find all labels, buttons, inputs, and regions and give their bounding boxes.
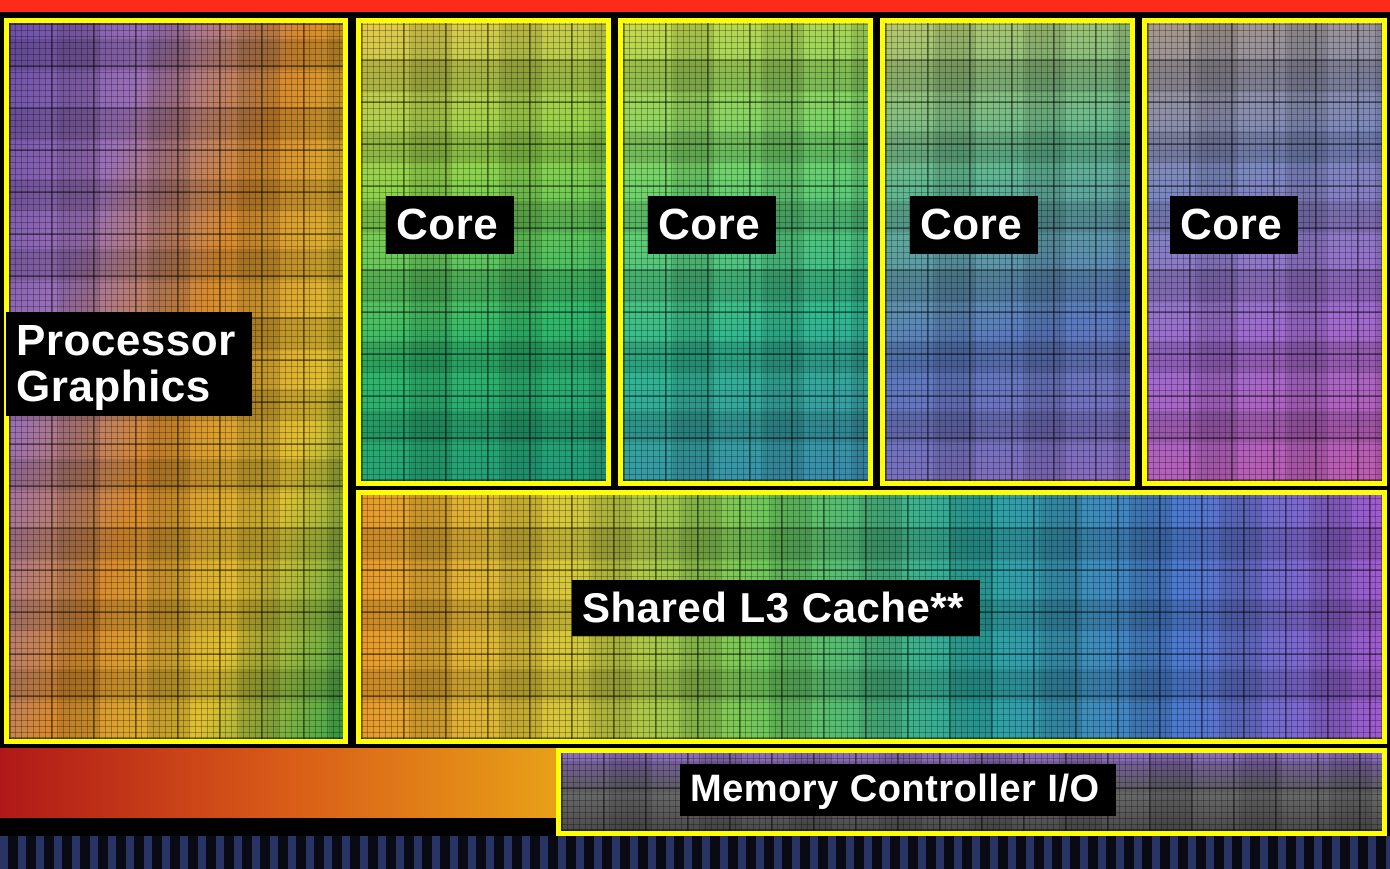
label-memory-controller: Memory Controller I/O [680,764,1116,816]
region-left-bottom-strip [0,748,556,818]
label-core-3: Core [1170,196,1298,254]
top-bar [0,0,1390,12]
bottom-bus [0,836,1390,869]
label-core-2: Core [910,196,1038,254]
label-l3-cache: Shared L3 Cache** [572,580,980,636]
die-floorplan: Processor Graphics Core Core Core Core S… [0,0,1390,869]
label-processor-graphics: Processor Graphics [6,312,252,416]
label-core-1: Core [648,196,776,254]
label-core-0: Core [386,196,514,254]
